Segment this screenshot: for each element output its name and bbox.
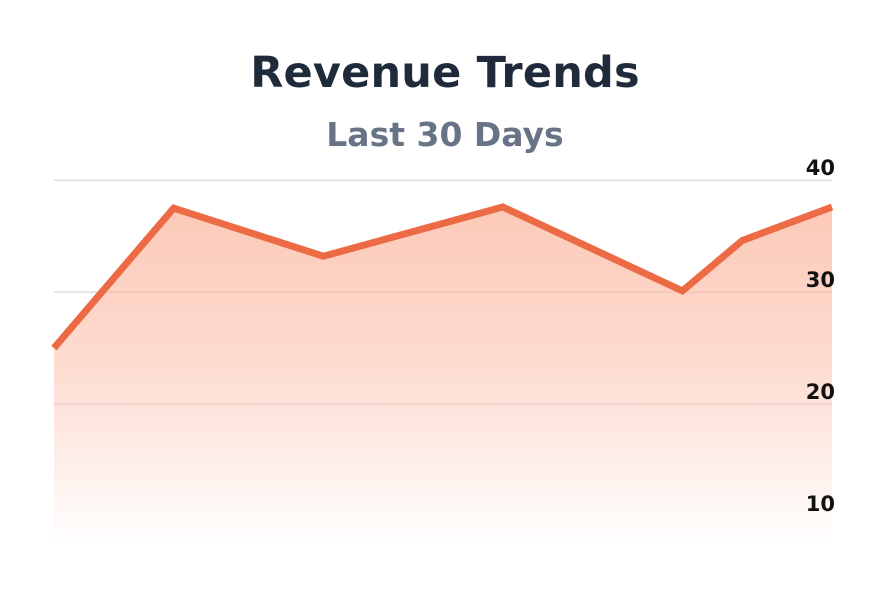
y-axis-ticks: 10 20 30 40 <box>806 156 835 516</box>
chart-title: Revenue Trends <box>250 48 640 98</box>
chart-subtitle: Last 30 Days <box>326 115 564 154</box>
series-area <box>54 206 832 546</box>
y-tick-label-40: 40 <box>806 156 835 180</box>
y-tick-label-30: 30 <box>806 268 835 292</box>
y-tick-label-10: 10 <box>806 492 835 516</box>
data-points <box>53 206 833 349</box>
y-tick-label-20: 20 <box>806 380 835 404</box>
